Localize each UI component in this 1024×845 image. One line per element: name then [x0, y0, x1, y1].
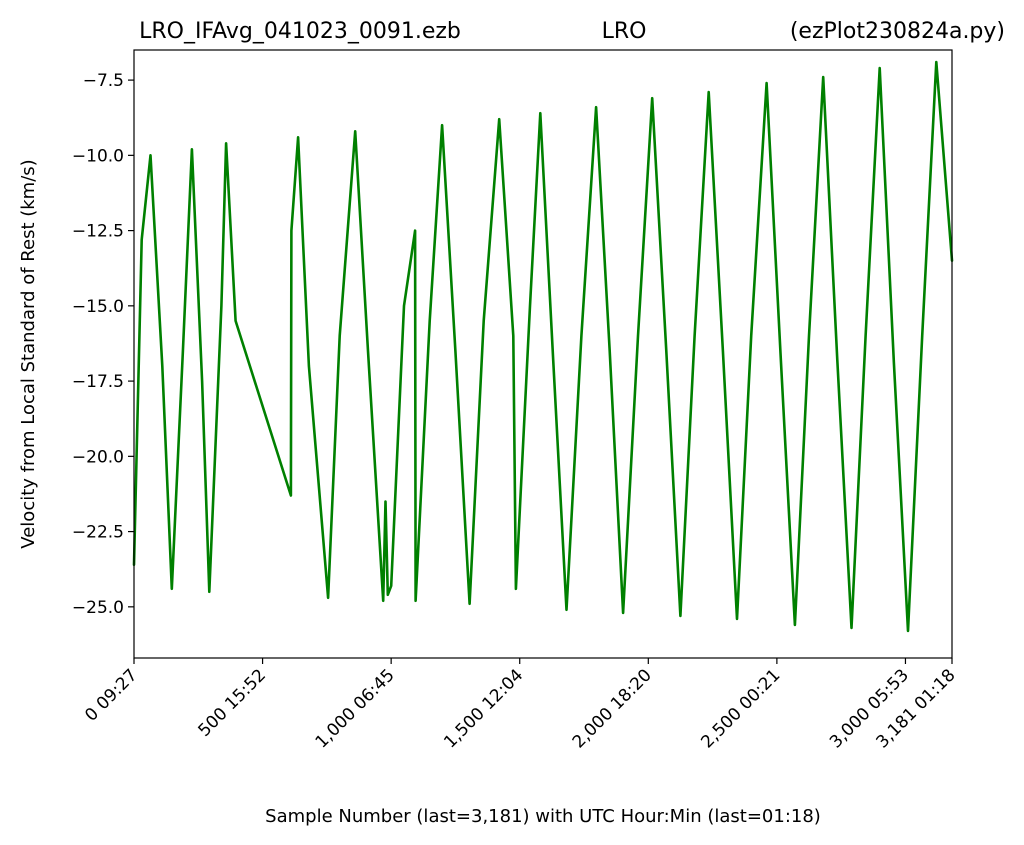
x-axis-label: Sample Number (last=3,181) with UTC Hour… [265, 806, 821, 827]
y-tick-label-6: −22.5 [72, 523, 124, 543]
y-tick-label-7: −25.0 [72, 598, 124, 618]
y-tick-label-0: −7.5 [83, 71, 124, 91]
y-tick-label-1: −10.0 [72, 146, 124, 166]
y-axis-label: Velocity from Local Standard of Rest (km… [18, 159, 39, 548]
y-tick-label-4: −17.5 [72, 372, 124, 392]
y-tick-label-3: −15.0 [72, 297, 124, 317]
chart-title-center: LRO [602, 19, 647, 44]
chart-title-right: (ezPlot230824a.py) [790, 19, 1005, 44]
y-tick-label-2: −12.5 [72, 222, 124, 242]
series-line-0 [132, 60, 954, 633]
plot-frame [133, 49, 953, 659]
chart-title-left: LRO_IFAvg_041023_0091.ezb [139, 19, 461, 44]
y-tick-label-5: −20.0 [72, 447, 124, 467]
